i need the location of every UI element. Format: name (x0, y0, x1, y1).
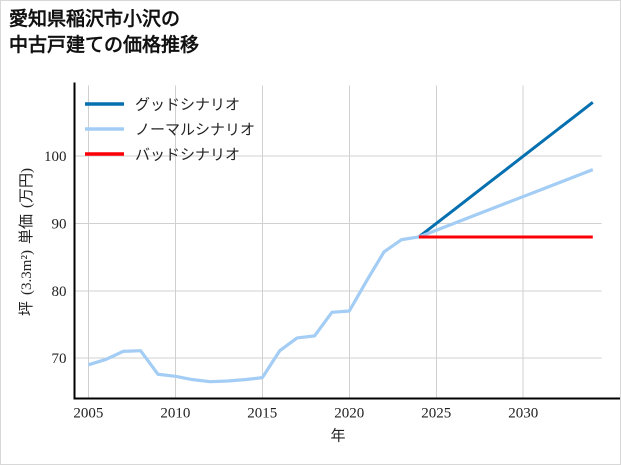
x-axis-title: 年 (330, 428, 345, 445)
y-tick-label: 70 (52, 351, 67, 367)
y-axis-tick-labels: 70 80 90 100 (44, 149, 67, 367)
gridlines (74, 85, 602, 399)
series-line-good (417, 101, 594, 239)
series-line-normal (87, 168, 594, 384)
x-tick-label: 2010 (160, 406, 190, 422)
y-tick-label: 100 (44, 149, 67, 165)
y-tick-label: 90 (52, 217, 67, 233)
x-tick-label: 2015 (247, 406, 277, 422)
legend-label-1: ノーマルシナリオ (135, 123, 255, 139)
x-tick-label: 2025 (421, 406, 451, 422)
chart-title: 愛知県稲沢市小沢の 中古戸建ての価格推移 (9, 9, 200, 57)
legend-label-2: バッドシナリオ (135, 148, 240, 164)
y-axis-title: 坪(3.3m²)単価(万円) (18, 168, 35, 316)
data-series (87, 101, 594, 384)
x-tick-label: 2020 (334, 406, 364, 422)
legend-label-0: グッドシナリオ (135, 97, 240, 114)
axis-titles: 年 坪(3.3m²)単価(万円) (18, 168, 346, 444)
x-tick-label: 2005 (73, 406, 103, 422)
x-axis-tick-labels: 2005 2010 2015 2020 2025 2030 (73, 406, 538, 422)
y-tick-label: 80 (52, 284, 67, 300)
x-tick-label: 2030 (508, 406, 538, 422)
axis-spines (73, 82, 620, 400)
